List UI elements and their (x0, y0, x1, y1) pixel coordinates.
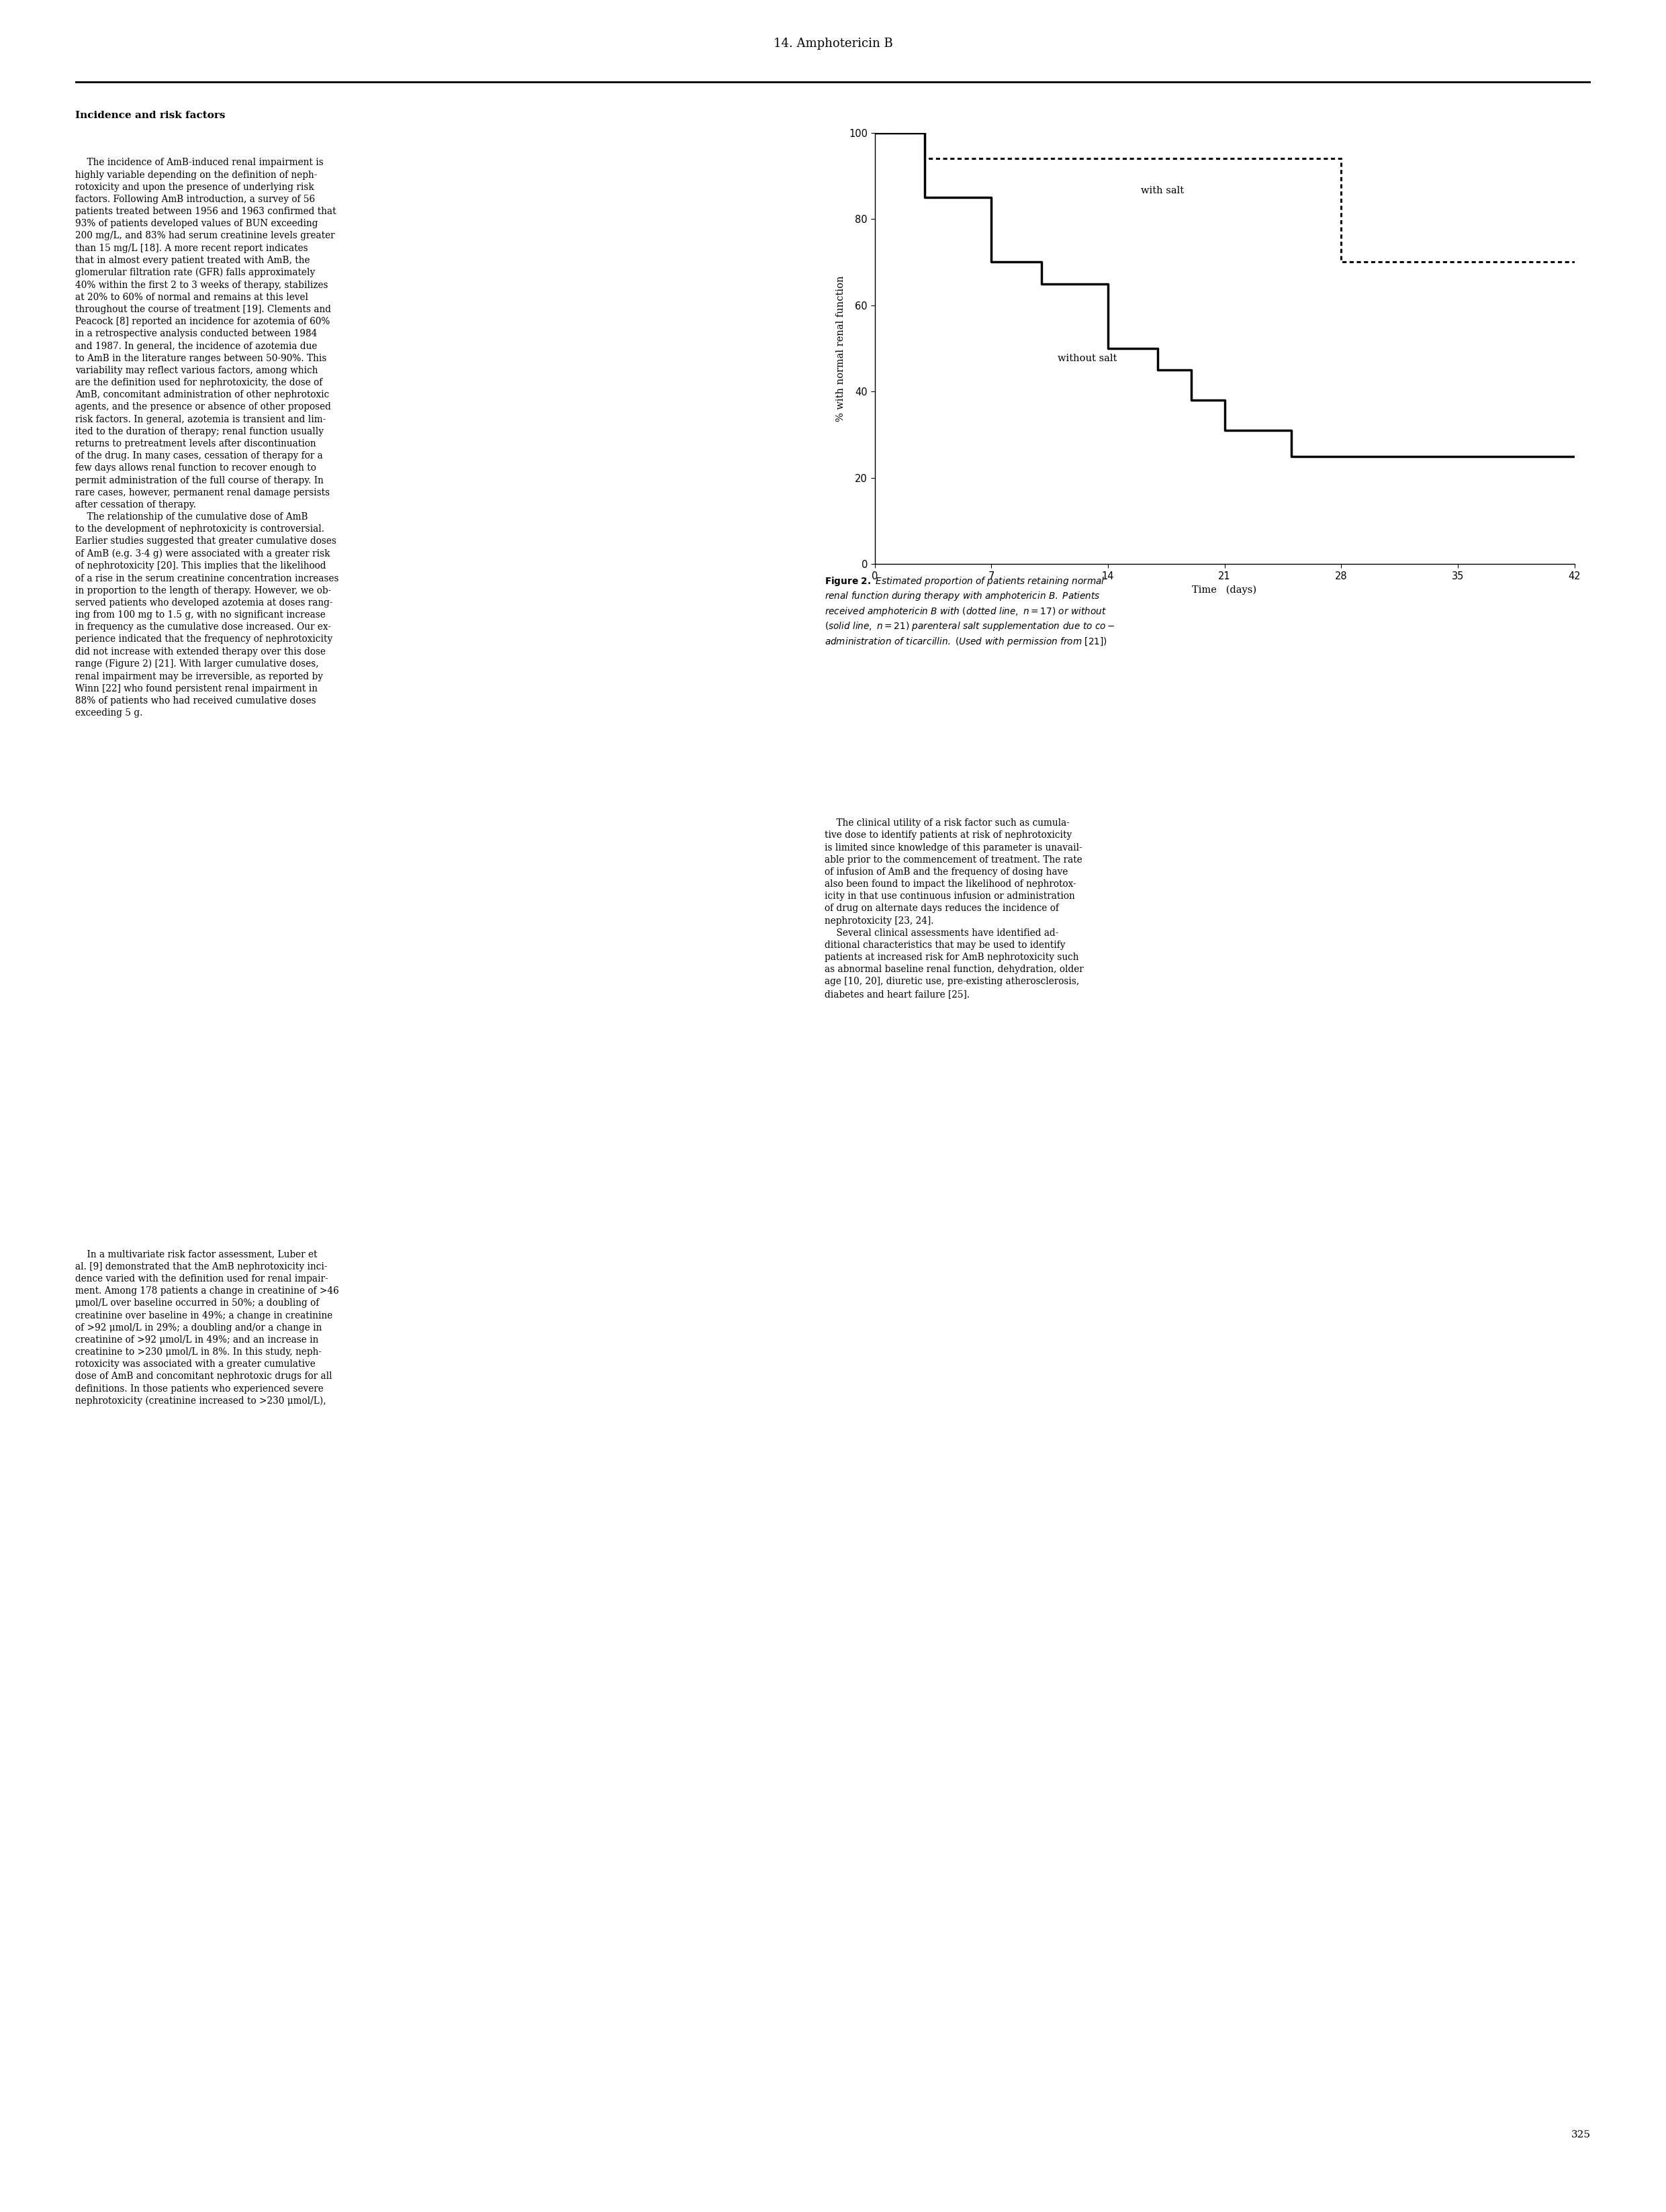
Text: with salt: with salt (1141, 186, 1185, 195)
Text: without salt: without salt (1058, 354, 1118, 363)
Text: The clinical utility of a risk factor such as cumula-
tive dose to identify pati: The clinical utility of a risk factor su… (825, 818, 1083, 998)
Text: Incidence and risk factors: Incidence and risk factors (75, 111, 225, 119)
Text: 14. Amphotericin B: 14. Amphotericin B (773, 38, 893, 51)
X-axis label: Time   (days): Time (days) (1193, 584, 1256, 595)
Y-axis label: % with normal renal function: % with normal renal function (836, 274, 845, 422)
Text: The incidence of AmB-induced renal impairment is
highly variable depending on th: The incidence of AmB-induced renal impai… (75, 157, 338, 717)
Text: 325: 325 (1571, 2130, 1591, 2139)
Text: $\bf{Figure\ 2.}$ $\it{Estimated\ proportion\ of\ patients\ retaining\ normal}$
: $\bf{Figure\ 2.}$ $\it{Estimated\ propor… (825, 575, 1115, 648)
Text: In a multivariate risk factor assessment, Luber et
al. [9] demonstrated that the: In a multivariate risk factor assessment… (75, 1250, 338, 1407)
